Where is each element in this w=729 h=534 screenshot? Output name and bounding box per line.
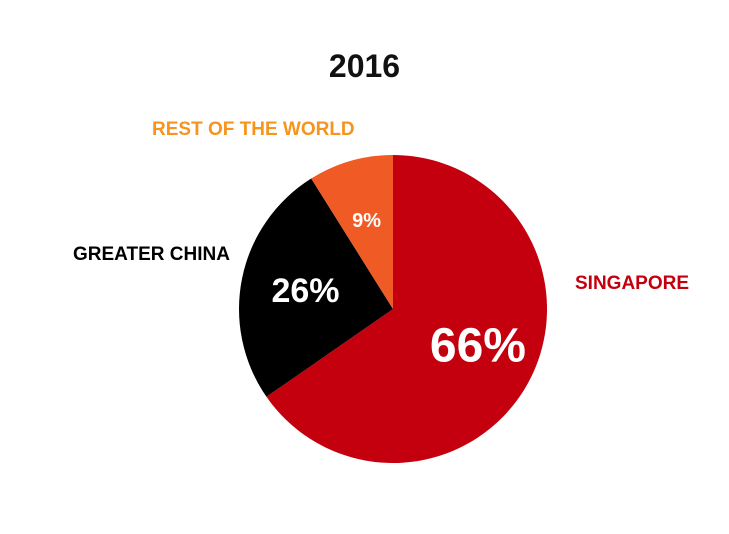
slice-label-singapore: SINGAPORE [575, 273, 690, 294]
pie-slice-greater-china [239, 178, 393, 397]
slice-label-greater-china: GREATER CHINA [73, 244, 230, 265]
slice-value-rest-of-the-world: 9% [352, 210, 381, 232]
chart-title: 2016 [328, 48, 401, 84]
slice-value-singapore: 66% [430, 320, 526, 373]
pie-slice-singapore [266, 155, 547, 464]
pie-slice-rest-of-the-world [311, 155, 393, 309]
slice-label-rest-of-the-world: REST OF THE WORLD [152, 119, 355, 140]
slice-value-greater-china: 26% [271, 272, 339, 310]
